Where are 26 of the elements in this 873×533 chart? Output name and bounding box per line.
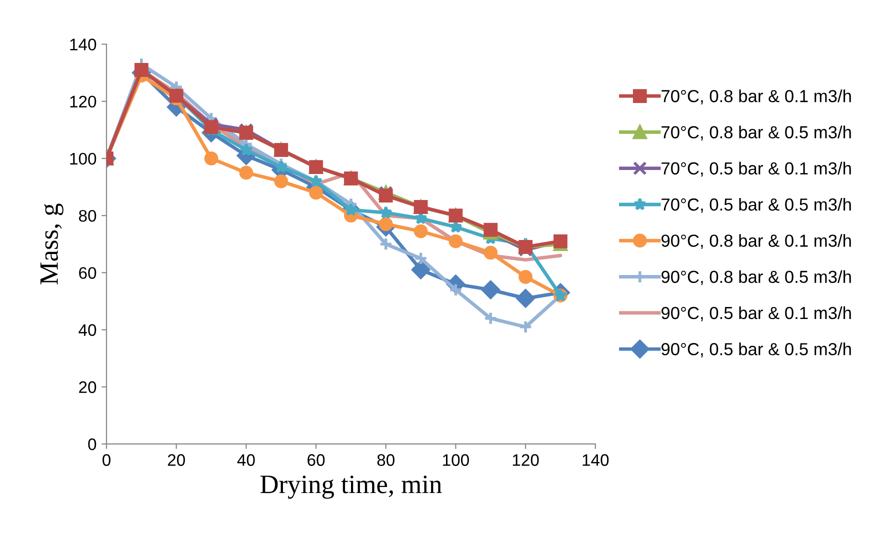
x-tick-label: 60: [308, 454, 325, 466]
y-tick-label: 120: [70, 96, 96, 108]
legend-label: 90°C, 0.8 bar & 0.1 m3/h: [662, 234, 851, 249]
legend-label: 90°C, 0.8 bar & 0.5 m3/h: [662, 270, 851, 286]
y-tick-label: 40: [78, 324, 96, 336]
y-tick-label: 0: [88, 438, 96, 450]
y-tick-label: 80: [78, 210, 96, 222]
y-tick-label: 20: [79, 381, 96, 394]
x-tick-label: 120: [512, 454, 539, 466]
x-tick-label: 0: [102, 454, 110, 466]
x-axis-title: Drying time, min: [260, 476, 442, 499]
y-axis-title: Mass, g: [40, 204, 64, 284]
x-tick-label: 20: [168, 454, 185, 466]
x-tick-label: 80: [377, 454, 394, 466]
legend-label: 70°C, 0.5 bar & 0.5 m3/h: [662, 198, 851, 213]
y-tick-label: 60: [79, 267, 96, 279]
legend-label: 70°C, 0.8 bar & 0.1 m3/h: [662, 90, 851, 104]
x-tick-label: 100: [443, 454, 469, 466]
y-tick-label: 100: [70, 152, 96, 165]
legend-label: 70°C, 0.8 bar & 0.5 m3/h: [662, 126, 851, 140]
legend-label: 90°C, 0.5 bar & 0.1 m3/h: [662, 306, 851, 322]
legend-label: 90°C, 0.5 bar & 0.5 m3/h: [662, 342, 851, 358]
x-tick-label: 140: [582, 454, 609, 466]
y-tick-label: 140: [70, 38, 96, 50]
x-tick-label: 40: [237, 454, 255, 466]
legend-label: 70°C, 0.5 bar & 0.1 m3/h: [662, 162, 851, 177]
